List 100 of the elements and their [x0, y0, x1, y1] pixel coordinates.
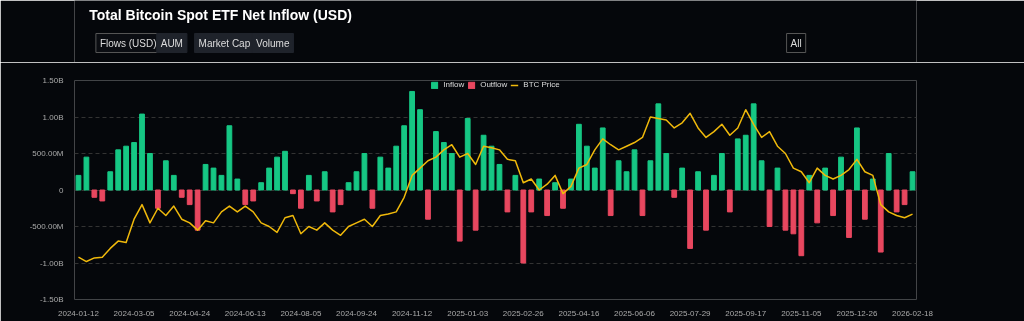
- bar: [131, 142, 137, 191]
- bar: [456, 189, 463, 242]
- bar: [369, 189, 376, 209]
- x-tick-label: 2024-09-24: [336, 308, 378, 318]
- bar: [687, 189, 693, 249]
- bar: [758, 160, 765, 191]
- x-tick-label: 2024-01-12: [58, 308, 100, 318]
- bar: [99, 189, 106, 202]
- bar: [766, 189, 773, 227]
- bar: [433, 131, 439, 191]
- bar: [520, 189, 527, 264]
- bar: [472, 189, 479, 231]
- line-series: [77, 108, 914, 263]
- text: Market Cap: [198, 37, 251, 49]
- text: Flows (USD): [99, 37, 157, 49]
- bar: [901, 189, 908, 206]
- y-tick-label: 1.50B: [42, 76, 64, 85]
- bar: [552, 182, 558, 191]
- bar: [639, 189, 646, 217]
- bar: [703, 189, 709, 231]
- bar: [750, 103, 757, 191]
- bar: [663, 153, 670, 191]
- y-tick-label: -1.50B: [39, 295, 64, 304]
- x-tick-label: 2025-09-17: [725, 308, 767, 318]
- bar: [401, 125, 408, 191]
- bar: [155, 189, 161, 209]
- bar: [298, 189, 304, 209]
- bar: [425, 189, 431, 220]
- x-tick-label: 2025-07-29: [669, 308, 712, 318]
- bar: [719, 153, 725, 191]
- bar: [695, 171, 701, 191]
- x-tick-label: 2024-04-24: [169, 308, 211, 318]
- bar: [178, 189, 185, 198]
- bar: [877, 189, 884, 253]
- y-tick-label: 0: [59, 185, 65, 195]
- bar: [655, 103, 662, 191]
- bar: [909, 171, 916, 191]
- legend-label: BTC Price: [523, 80, 560, 89]
- bar: [846, 189, 852, 238]
- bar: [409, 90, 415, 191]
- x-tick-label: 2024-03-05: [113, 308, 156, 318]
- bar: [782, 189, 789, 231]
- x-tick-label: 2025-06-06: [614, 308, 656, 318]
- bar: [305, 174, 312, 191]
- y-tick-label: 500.00M: [32, 149, 64, 158]
- bar: [440, 142, 447, 191]
- bar: [162, 160, 169, 191]
- bar: [290, 189, 296, 195]
- bar: [242, 189, 249, 206]
- bar: [790, 189, 797, 235]
- legend-label: Outflow: [480, 80, 508, 89]
- bar: [393, 145, 400, 191]
- bar: [464, 117, 471, 191]
- y-tick-label: 1.00B: [42, 112, 64, 122]
- bar: [528, 189, 535, 213]
- x-tick-label: 2025-11-05: [781, 308, 823, 318]
- bar: [599, 127, 606, 191]
- bar: [448, 153, 455, 191]
- bar: [186, 189, 193, 206]
- bar: [711, 174, 717, 191]
- chart-title: Total Bitcoin Spot ETF Net Inflow (USD): [89, 6, 352, 23]
- y-tick-label: -500.00M: [29, 222, 64, 231]
- bar: [814, 189, 821, 224]
- bar: [417, 109, 423, 191]
- bar: [607, 189, 614, 217]
- x-tick-label: 2026-02-18: [892, 308, 934, 318]
- bar: [742, 134, 749, 191]
- x-tick-label: 2025-12-26: [836, 308, 878, 318]
- bar: [258, 182, 265, 191]
- bar: [861, 189, 868, 220]
- legend-label: Inflow: [443, 80, 465, 89]
- bar: [170, 174, 177, 191]
- bar: [734, 138, 741, 191]
- bar: [147, 153, 153, 191]
- bar: [583, 145, 590, 191]
- bar: [671, 189, 678, 198]
- bar: [107, 171, 114, 191]
- bar: [194, 189, 201, 231]
- bar: [885, 153, 892, 191]
- x-tick-label: 2025-04-16: [558, 308, 600, 318]
- x-tick-label: 2025-01-03: [447, 308, 489, 318]
- x-tick-label: 2024-08-05: [280, 308, 322, 318]
- bar: [798, 189, 805, 257]
- bar: [615, 160, 622, 191]
- x-tick-label: 2024-11-12: [391, 308, 433, 318]
- bar: [893, 189, 900, 213]
- bar: [822, 167, 829, 191]
- text: All: [790, 37, 802, 49]
- bar: [234, 178, 241, 191]
- x-tick-label: 2024-06-13: [224, 308, 267, 318]
- bar: [274, 156, 280, 191]
- bar: [544, 189, 551, 217]
- bar: [838, 156, 844, 191]
- bar: [854, 127, 860, 191]
- bar: [250, 189, 257, 202]
- bar: [226, 125, 233, 191]
- bar: [313, 189, 320, 202]
- bar: [385, 167, 392, 191]
- y-tick-label: -1.00B: [39, 258, 64, 268]
- bar: [377, 156, 384, 191]
